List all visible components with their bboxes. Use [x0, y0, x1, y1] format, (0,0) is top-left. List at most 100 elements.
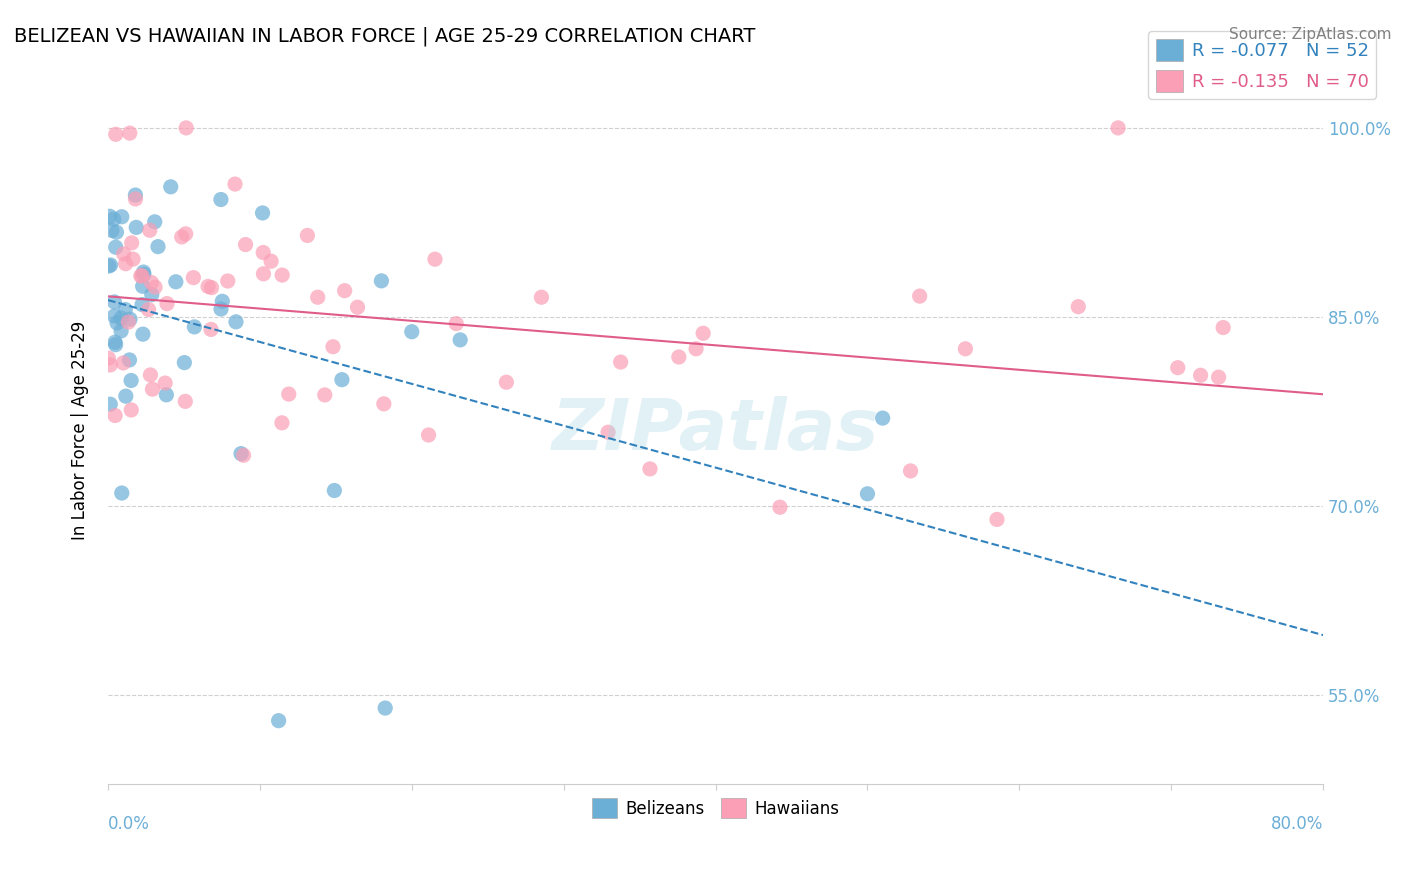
Hawaiians — [692, 326, 714, 341]
Hawaiians — [112, 247, 135, 261]
Belizeans — [118, 353, 141, 368]
Belizeans — [183, 319, 205, 334]
Hawaiians — [444, 317, 467, 331]
Hawaiians — [668, 350, 690, 364]
Belizeans — [401, 325, 423, 339]
Belizeans — [105, 225, 128, 239]
Hawaiians — [232, 448, 254, 462]
Legend: Belizeans, Hawaiians: Belizeans, Hawaiians — [585, 791, 846, 825]
Hawaiians — [955, 342, 977, 356]
Belizeans — [104, 240, 127, 254]
Hawaiians — [1212, 320, 1234, 334]
Belizeans — [103, 295, 125, 310]
Text: 0.0%: 0.0% — [108, 815, 150, 833]
Hawaiians — [596, 425, 619, 440]
Hawaiians — [174, 227, 197, 241]
Belizeans — [131, 297, 153, 311]
Hawaiians — [423, 252, 446, 267]
Belizeans — [103, 212, 125, 227]
Hawaiians — [200, 322, 222, 336]
Y-axis label: In Labor Force | Age 25-29: In Labor Force | Age 25-29 — [72, 321, 89, 541]
Hawaiians — [197, 279, 219, 293]
Hawaiians — [139, 368, 162, 382]
Hawaiians — [124, 192, 146, 206]
Hawaiians — [174, 394, 197, 409]
Belizeans — [211, 294, 233, 309]
Hawaiians — [418, 428, 440, 442]
Hawaiians — [1067, 300, 1090, 314]
Belizeans — [159, 179, 181, 194]
Belizeans — [105, 316, 128, 330]
Hawaiians — [252, 267, 274, 281]
Text: 80.0%: 80.0% — [1271, 815, 1323, 833]
Belizeans — [209, 301, 232, 316]
Belizeans — [98, 397, 121, 411]
Hawaiians — [122, 252, 145, 267]
Belizeans — [97, 259, 120, 273]
Hawaiians — [307, 290, 329, 304]
Hawaiians — [260, 254, 283, 268]
Text: BELIZEAN VS HAWAIIAN IN LABOR FORCE | AGE 25-29 CORRELATION CHART: BELIZEAN VS HAWAIIAN IN LABOR FORCE | AG… — [14, 27, 755, 46]
Hawaiians — [900, 464, 922, 478]
Hawaiians — [530, 290, 553, 304]
Hawaiians — [224, 177, 246, 191]
Hawaiians — [297, 228, 319, 243]
Hawaiians — [121, 235, 143, 250]
Belizeans — [323, 483, 346, 498]
Belizeans — [141, 287, 163, 301]
Hawaiians — [156, 296, 179, 310]
Hawaiians — [685, 342, 707, 356]
Belizeans — [114, 389, 136, 403]
Belizeans — [132, 268, 155, 282]
Belizeans — [98, 209, 121, 223]
Hawaiians — [1208, 370, 1230, 384]
Belizeans — [125, 220, 148, 235]
Belizeans — [229, 447, 252, 461]
Belizeans — [114, 302, 136, 317]
Belizeans — [111, 486, 134, 500]
Hawaiians — [143, 280, 166, 294]
Hawaiians — [986, 512, 1008, 526]
Belizeans — [449, 333, 471, 347]
Hawaiians — [271, 416, 294, 430]
Hawaiians — [120, 403, 142, 417]
Hawaiians — [908, 289, 931, 303]
Belizeans — [165, 275, 187, 289]
Text: ZIPatlas: ZIPatlas — [553, 396, 879, 465]
Belizeans — [101, 223, 124, 237]
Belizeans — [872, 411, 894, 425]
Hawaiians — [1189, 368, 1212, 383]
Belizeans — [110, 324, 132, 338]
Hawaiians — [322, 340, 344, 354]
Hawaiians — [277, 387, 299, 401]
Hawaiians — [373, 397, 395, 411]
Belizeans — [100, 258, 122, 272]
Hawaiians — [104, 409, 127, 423]
Belizeans — [110, 311, 132, 326]
Belizeans — [131, 279, 153, 293]
Belizeans — [120, 374, 142, 388]
Hawaiians — [200, 280, 222, 294]
Belizeans — [143, 215, 166, 229]
Hawaiians — [252, 245, 274, 260]
Text: Source: ZipAtlas.com: Source: ZipAtlas.com — [1229, 27, 1392, 42]
Hawaiians — [118, 126, 141, 140]
Hawaiians — [333, 284, 356, 298]
Belizeans — [374, 701, 396, 715]
Hawaiians — [97, 351, 120, 366]
Belizeans — [856, 487, 879, 501]
Hawaiians — [117, 315, 139, 329]
Hawaiians — [769, 500, 792, 515]
Belizeans — [132, 327, 155, 342]
Hawaiians — [170, 230, 193, 244]
Belizeans — [225, 315, 247, 329]
Belizeans — [267, 714, 290, 728]
Hawaiians — [98, 358, 121, 372]
Hawaiians — [609, 355, 631, 369]
Hawaiians — [129, 268, 152, 283]
Belizeans — [103, 309, 125, 323]
Hawaiians — [112, 356, 135, 370]
Belizeans — [124, 188, 146, 202]
Hawaiians — [346, 300, 368, 314]
Hawaiians — [141, 276, 163, 290]
